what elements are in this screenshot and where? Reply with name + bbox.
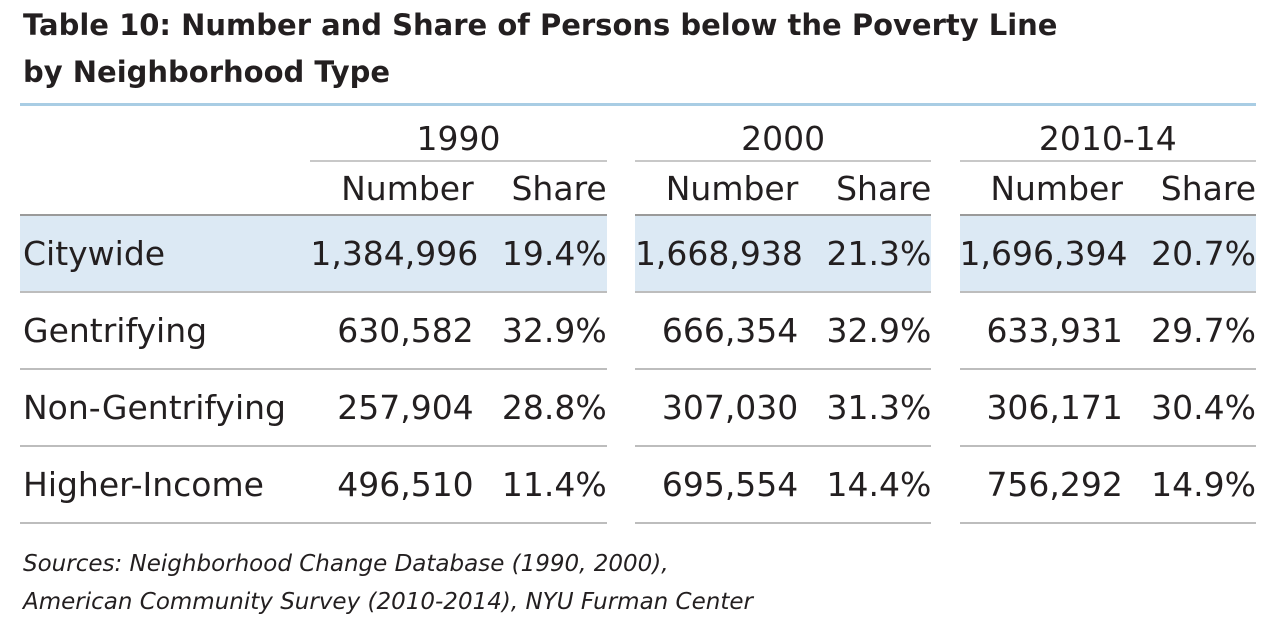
share-cell: 14.9% xyxy=(1129,446,1256,523)
number-cell: 1,384,996 xyxy=(310,215,479,292)
table-title-line-2: by Neighborhood Type xyxy=(23,49,1143,96)
share-cell: 29.7% xyxy=(1129,292,1256,369)
share-cell: 30.4% xyxy=(1129,369,1256,446)
number-cell: 630,582 xyxy=(310,292,479,369)
number-cell: 666,354 xyxy=(635,292,804,369)
share-header: Share xyxy=(480,161,607,215)
share-cell: 14.4% xyxy=(804,446,931,523)
number-cell: 756,292 xyxy=(960,446,1129,523)
number-cell: 306,171 xyxy=(960,369,1129,446)
year-header-row: 1990 2000 2010-14 xyxy=(20,116,1256,161)
share-header: Share xyxy=(804,161,931,215)
empty-header-cell xyxy=(20,116,310,161)
number-cell: 695,554 xyxy=(635,446,804,523)
share-header: Share xyxy=(1129,161,1256,215)
share-cell: 31.3% xyxy=(804,369,931,446)
table-row-non-gentrifying: Non-Gentrifying 257,904 28.8% 307,030 31… xyxy=(20,369,1256,446)
share-cell: 19.4% xyxy=(480,215,607,292)
number-cell: 496,510 xyxy=(310,446,479,523)
poverty-table: 1990 2000 2010-14 Number Share Number Sh… xyxy=(20,116,1256,524)
row-label: Gentrifying xyxy=(20,292,310,369)
share-cell: 21.3% xyxy=(804,215,931,292)
table-row-higher-income: Higher-Income 496,510 11.4% 695,554 14.4… xyxy=(20,446,1256,523)
number-cell: 1,696,394 xyxy=(960,215,1129,292)
number-header: Number xyxy=(635,161,804,215)
source-line-2: American Community Survey (2010-2014), N… xyxy=(23,583,1123,621)
share-cell: 32.9% xyxy=(804,292,931,369)
row-label: Non-Gentrifying xyxy=(20,369,310,446)
number-cell: 257,904 xyxy=(310,369,479,446)
year-header-1990: 1990 xyxy=(310,116,606,161)
year-header-2010-14: 2010-14 xyxy=(960,116,1256,161)
column-header-row: Number Share Number Share Number Share xyxy=(20,161,1256,215)
number-cell: 307,030 xyxy=(635,369,804,446)
row-label: Higher-Income xyxy=(20,446,310,523)
table-title: Table 10: Number and Share of Persons be… xyxy=(23,2,1143,96)
share-cell: 28.8% xyxy=(480,369,607,446)
year-header-2000: 2000 xyxy=(635,116,931,161)
share-cell: 11.4% xyxy=(480,446,607,523)
table-row-citywide: Citywide 1,384,996 19.4% 1,668,938 21.3%… xyxy=(20,215,1256,292)
share-cell: 20.7% xyxy=(1129,215,1256,292)
number-header: Number xyxy=(960,161,1129,215)
source-note: Sources: Neighborhood Change Database (1… xyxy=(23,545,1123,621)
table-title-line-1: Table 10: Number and Share of Persons be… xyxy=(23,2,1143,49)
number-cell: 1,668,938 xyxy=(635,215,804,292)
number-header: Number xyxy=(310,161,479,215)
title-divider xyxy=(20,103,1256,106)
share-cell: 32.9% xyxy=(480,292,607,369)
number-cell: 633,931 xyxy=(960,292,1129,369)
row-label: Citywide xyxy=(20,215,310,292)
source-line-1: Sources: Neighborhood Change Database (1… xyxy=(23,545,1123,583)
table-row-gentrifying: Gentrifying 630,582 32.9% 666,354 32.9% … xyxy=(20,292,1256,369)
